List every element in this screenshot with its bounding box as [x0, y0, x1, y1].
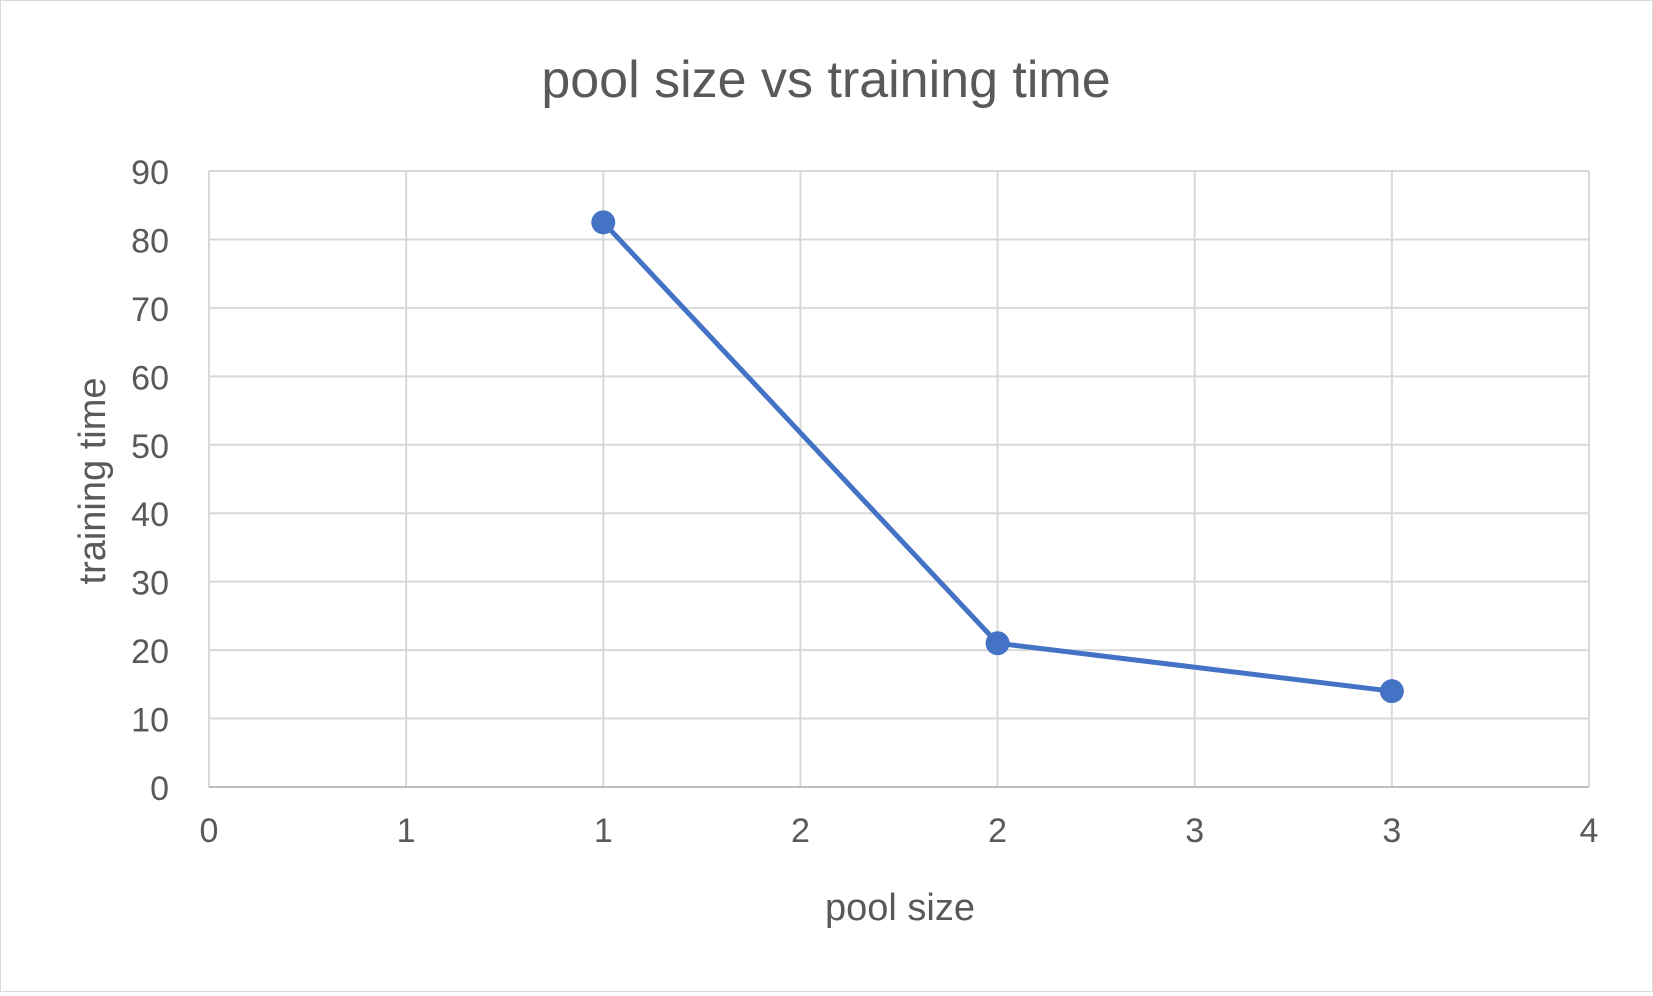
y-tick-label: 80 — [131, 222, 169, 260]
y-tick-label: 10 — [131, 702, 169, 740]
chart-title: pool size vs training time — [541, 51, 1110, 109]
y-tick-label: 50 — [131, 428, 169, 466]
gridlines — [208, 170, 1590, 787]
x-tick-label: 1 — [397, 812, 416, 850]
x-tick-label: 3 — [1185, 812, 1204, 850]
data-point — [985, 631, 1010, 656]
data-point — [591, 210, 616, 235]
x-tick-label: 2 — [988, 812, 1007, 850]
x-axis-tick-labels: 0 1 1 2 2 3 3 4 — [200, 812, 1599, 850]
x-tick-label: 1 — [594, 812, 613, 850]
y-tick-label: 60 — [131, 359, 169, 397]
y-tick-label: 40 — [131, 496, 169, 534]
y-tick-label: 20 — [131, 633, 169, 671]
x-tick-label: 4 — [1580, 812, 1599, 850]
y-tick-label: 0 — [150, 770, 169, 808]
x-tick-label: 0 — [200, 812, 219, 850]
x-tick-label: 2 — [791, 812, 810, 850]
y-tick-label: 30 — [131, 565, 169, 603]
data-point — [1379, 679, 1404, 704]
y-axis-label: training time — [72, 378, 114, 585]
x-tick-label: 3 — [1382, 812, 1401, 850]
y-tick-label: 70 — [131, 291, 169, 329]
data-series — [591, 210, 1404, 704]
x-axis-label: pool size — [825, 887, 975, 929]
y-tick-label: 90 — [131, 154, 169, 192]
y-axis-tick-labels: 0 10 20 30 40 50 60 70 80 90 — [131, 154, 169, 808]
